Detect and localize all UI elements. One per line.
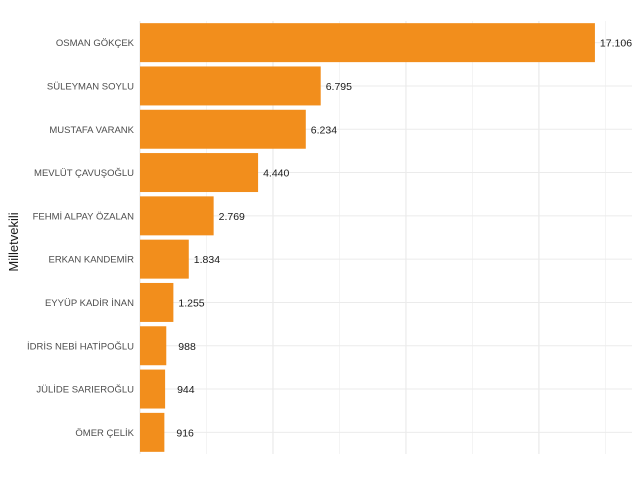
value-label: 2.769 [219, 211, 245, 223]
bar [140, 369, 166, 409]
category-labels-group: OSMAN GÖKÇEK SÜLEYMAN SOYLU MUSTAFA VARANK… [27, 38, 135, 439]
bar [140, 66, 321, 106]
bar [140, 326, 167, 366]
category-label: JÜLİDE SARIEROĞLU [36, 385, 134, 396]
category-label: FEHMİ ALPAY ÖZALAN [33, 211, 135, 222]
value-label: 988 [178, 341, 196, 353]
value-label: 4.440 [263, 168, 289, 180]
category-label: MUSTAFA VARANK [49, 125, 134, 136]
category-label: ÖMER ÇELİK [75, 428, 134, 439]
value-label: 6.234 [311, 124, 337, 136]
bar [140, 239, 189, 279]
bar [140, 196, 214, 236]
category-label: EYYÜP KADİR İNAN [45, 298, 134, 309]
value-label: 1.255 [178, 297, 204, 309]
bar [140, 23, 595, 63]
bars-group [140, 23, 595, 452]
value-label: 916 [176, 427, 194, 439]
value-label: 1.834 [194, 254, 220, 266]
category-label: ERKAN KANDEMİR [48, 255, 134, 266]
category-label: SÜLEYMAN SOYLU [47, 81, 134, 92]
category-label: MEVLÜT ÇAVUŞOĞLU [34, 168, 134, 179]
bar [140, 109, 306, 149]
y-axis-title: Milletvekili [6, 212, 21, 271]
bar [140, 282, 174, 322]
value-label: 17.106 [600, 38, 632, 50]
category-label: İDRİS NEBİ HATİPOĞLU [27, 341, 134, 352]
value-label: 6.795 [326, 81, 352, 93]
category-label: OSMAN GÖKÇEK [56, 38, 135, 49]
grid-minor-lines [206, 21, 606, 454]
bar [140, 412, 165, 452]
bar [140, 153, 259, 193]
value-labels-group: 17.106 6.795 6.234 4.440 2.769 1.834 1.255 988 9… [176, 38, 632, 440]
value-label: 944 [177, 384, 195, 396]
